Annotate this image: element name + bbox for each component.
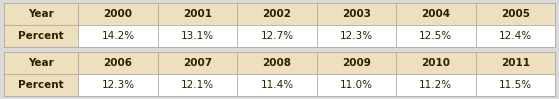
Text: 12.1%: 12.1% [181,80,214,90]
Text: 11.0%: 11.0% [340,80,373,90]
Text: Year: Year [29,9,54,19]
Text: Percent: Percent [18,31,64,41]
Text: 11.5%: 11.5% [499,80,532,90]
Text: 2000: 2000 [103,9,132,19]
Text: 12.4%: 12.4% [499,31,532,41]
Text: 2003: 2003 [342,9,371,19]
Text: 2008: 2008 [263,58,291,68]
Text: 13.1%: 13.1% [181,31,214,41]
Text: 12.7%: 12.7% [260,31,293,41]
Text: 2006: 2006 [103,58,132,68]
Text: 2007: 2007 [183,58,212,68]
Text: 12.3%: 12.3% [340,31,373,41]
Text: 14.2%: 14.2% [102,31,135,41]
Text: 11.2%: 11.2% [419,80,452,90]
Text: Year: Year [29,58,54,68]
Text: 2005: 2005 [501,9,530,19]
Text: 2001: 2001 [183,9,212,19]
Text: 12.3%: 12.3% [102,80,135,90]
Text: 2011: 2011 [501,58,530,68]
Text: 2009: 2009 [342,58,371,68]
Text: 2010: 2010 [421,58,451,68]
Text: 2002: 2002 [263,9,291,19]
Text: Percent: Percent [18,80,64,90]
Text: 11.4%: 11.4% [260,80,293,90]
Text: 12.5%: 12.5% [419,31,452,41]
Text: 2004: 2004 [421,9,451,19]
